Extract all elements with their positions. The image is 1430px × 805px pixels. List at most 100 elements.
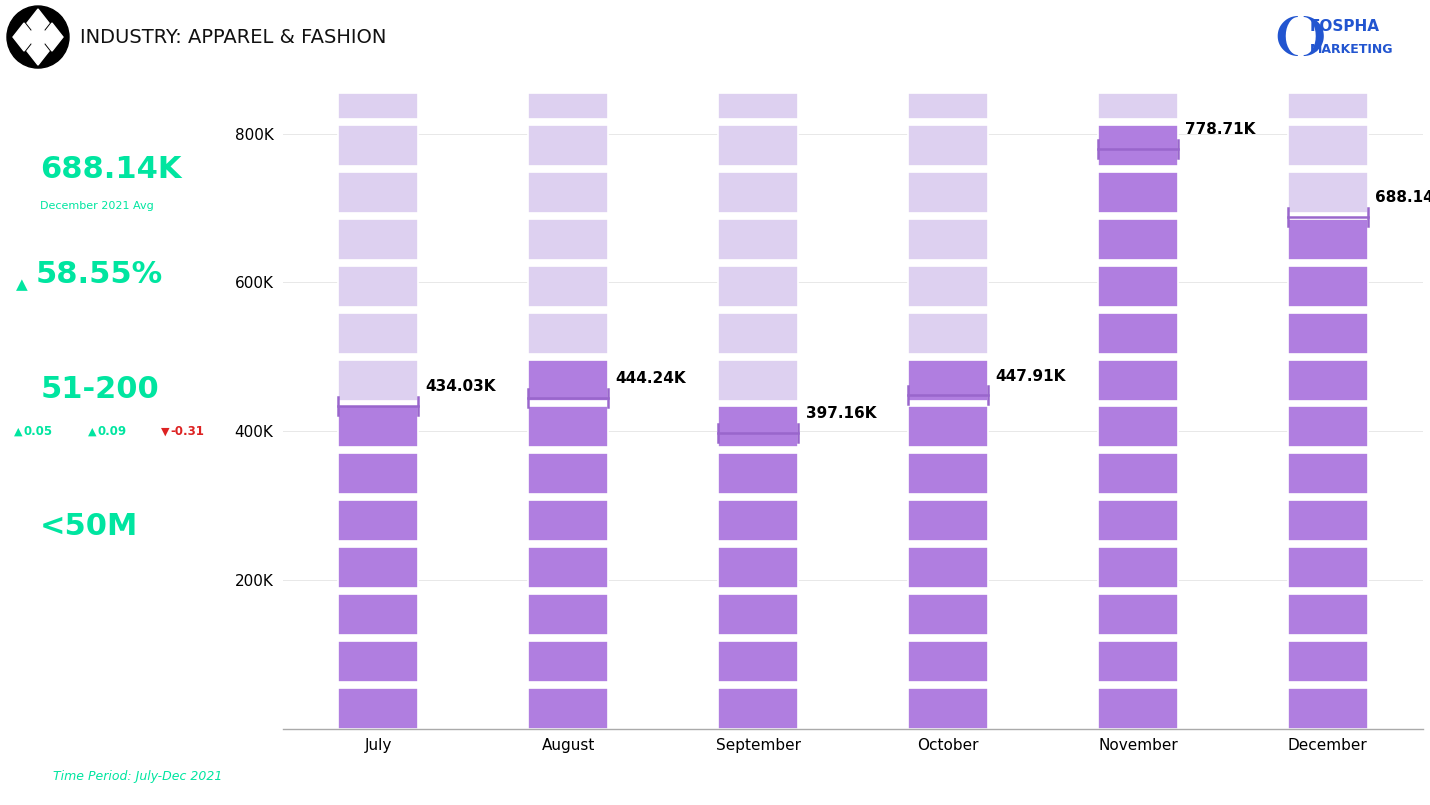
Bar: [1288, 126, 1367, 167]
Bar: [908, 126, 988, 167]
Text: ▲: ▲: [16, 277, 27, 292]
Bar: [1288, 594, 1367, 635]
Bar: [339, 547, 418, 588]
Bar: [908, 172, 988, 213]
Bar: [1098, 126, 1178, 167]
Text: 447.91K: 447.91K: [995, 369, 1065, 383]
Text: ▼: ▼: [160, 427, 169, 436]
Bar: [339, 126, 418, 167]
Bar: [718, 687, 798, 729]
Text: Time Period: July-Dec 2021: Time Period: July-Dec 2021: [53, 770, 222, 783]
Bar: [908, 93, 988, 119]
Bar: [1098, 360, 1178, 401]
Bar: [1098, 453, 1178, 494]
Bar: [908, 360, 988, 401]
Bar: [908, 219, 988, 260]
Bar: [528, 453, 608, 494]
Text: Revenue: Revenue: [40, 543, 104, 555]
Bar: [528, 407, 608, 448]
Text: December 2021 Avg: December 2021 Avg: [40, 201, 154, 211]
Bar: [339, 266, 418, 307]
Text: 0.05: 0.05: [23, 425, 53, 438]
Text: Company Size: Company Size: [40, 405, 144, 418]
Bar: [1288, 266, 1367, 307]
Bar: [1098, 266, 1178, 307]
Polygon shape: [27, 23, 49, 51]
Bar: [1288, 641, 1367, 682]
Bar: [718, 266, 798, 307]
Text: ❨: ❨: [1268, 15, 1306, 59]
Text: S: S: [17, 530, 27, 543]
Polygon shape: [13, 23, 34, 51]
Bar: [718, 313, 798, 353]
Bar: [718, 547, 798, 588]
Bar: [718, 172, 798, 213]
Bar: [1288, 407, 1367, 448]
Text: 0.09: 0.09: [97, 425, 126, 438]
Bar: [528, 266, 608, 307]
Bar: [1098, 407, 1178, 448]
Bar: [528, 594, 608, 635]
Bar: [908, 500, 988, 541]
Text: MARKETING: MARKETING: [1310, 43, 1393, 56]
Bar: [908, 687, 988, 729]
Bar: [1098, 93, 1178, 119]
Bar: [1288, 547, 1367, 588]
Text: 444.24K: 444.24K: [615, 371, 686, 386]
Text: FOSPHA: FOSPHA: [1310, 19, 1380, 34]
Bar: [718, 453, 798, 494]
Bar: [908, 547, 988, 588]
Bar: [1098, 594, 1178, 635]
Bar: [528, 500, 608, 541]
Text: ▲: ▲: [14, 427, 23, 436]
Bar: [718, 641, 798, 682]
Polygon shape: [27, 37, 49, 65]
Text: 2y Growth: 2y Growth: [160, 440, 214, 449]
Bar: [339, 407, 418, 448]
Bar: [528, 219, 608, 260]
Bar: [339, 641, 418, 682]
Bar: [1288, 93, 1367, 119]
Bar: [1288, 172, 1367, 213]
Text: 1y Growth: 1y Growth: [89, 440, 142, 449]
Bar: [1098, 687, 1178, 729]
Bar: [528, 641, 608, 682]
Bar: [1098, 641, 1178, 682]
Text: INDUSTRY: APPAREL & FASHION: INDUSTRY: APPAREL & FASHION: [80, 27, 386, 47]
Bar: [528, 93, 608, 119]
Bar: [718, 126, 798, 167]
Bar: [528, 313, 608, 353]
Polygon shape: [27, 9, 49, 37]
Bar: [339, 453, 418, 494]
Text: 58.55%: 58.55%: [36, 260, 163, 289]
Bar: [908, 641, 988, 682]
Text: <50M: <50M: [40, 512, 139, 541]
Text: 397.16K: 397.16K: [805, 407, 877, 421]
Bar: [528, 547, 608, 588]
Bar: [1098, 500, 1178, 541]
Text: 778.71K: 778.71K: [1185, 122, 1256, 138]
Bar: [718, 500, 798, 541]
Bar: [1288, 360, 1367, 401]
Bar: [339, 219, 418, 260]
Bar: [1098, 547, 1178, 588]
Bar: [528, 687, 608, 729]
Bar: [1098, 313, 1178, 353]
Text: 6m Growth: 6m Growth: [14, 440, 72, 449]
Text: 434.03K: 434.03K: [426, 379, 496, 394]
Text: 688.14K: 688.14K: [40, 155, 182, 184]
Bar: [339, 172, 418, 213]
Bar: [528, 172, 608, 213]
Bar: [718, 360, 798, 401]
Text: 51-200: 51-200: [40, 375, 159, 404]
Bar: [339, 360, 418, 401]
Text: -0.31: -0.31: [170, 425, 204, 438]
Bar: [339, 93, 418, 119]
Bar: [1098, 219, 1178, 260]
Bar: [528, 126, 608, 167]
Bar: [339, 313, 418, 353]
Bar: [908, 266, 988, 307]
Text: Traffic Growth Rate: Traffic Growth Rate: [36, 290, 182, 303]
Bar: [718, 93, 798, 119]
Bar: [339, 687, 418, 729]
